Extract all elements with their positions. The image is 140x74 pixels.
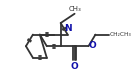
Text: O: O — [70, 62, 78, 71]
Text: CH₃: CH₃ — [68, 6, 81, 12]
Text: CH₂CH₃: CH₂CH₃ — [110, 32, 132, 37]
Text: N: N — [64, 24, 71, 33]
Text: O: O — [89, 41, 97, 50]
